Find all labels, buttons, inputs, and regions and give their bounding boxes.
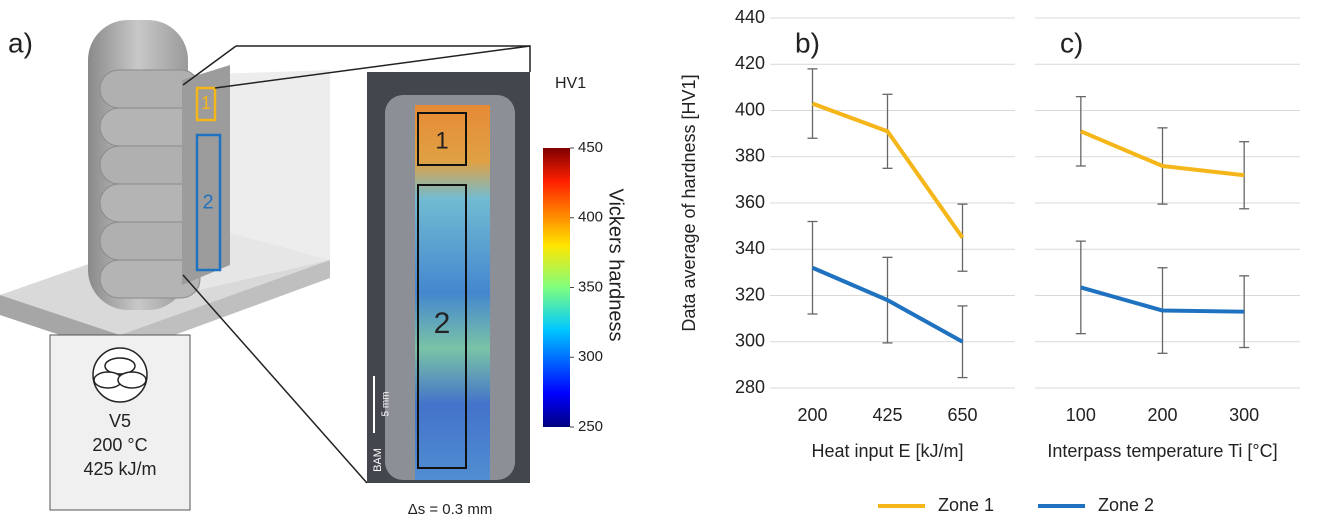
panel-label: c) (1060, 27, 1083, 58)
info-text: 200 °C (92, 435, 147, 455)
colorbar-tick-label: 250 (578, 418, 603, 435)
y-tick-label: 440 (735, 7, 765, 27)
x-tick-label: 200 (1147, 405, 1177, 425)
zoom-line (214, 45, 531, 89)
zoom-line (182, 274, 368, 484)
series-line (811, 265, 964, 344)
x-tick-label: 200 (797, 405, 827, 425)
series-line (1080, 129, 1245, 178)
zone-label: 2 (434, 307, 451, 340)
base-side (120, 260, 330, 355)
colorbar-tick-label: 300 (578, 348, 603, 365)
legend-label: Zone 2 (1098, 495, 1154, 515)
zone-box (195, 133, 222, 272)
x-axis-title: Heat input E [kJ/m] (811, 441, 963, 461)
series-line (811, 101, 965, 239)
zone-label: 2 (202, 191, 213, 213)
zone-box (195, 86, 217, 122)
y-tick-label: 400 (735, 99, 765, 119)
wall (88, 20, 230, 310)
y-tick-label: 420 (735, 53, 765, 73)
zone-box (417, 112, 467, 166)
logo: BAM (372, 448, 384, 472)
colorbar-title: HV1 (555, 75, 586, 92)
zone-box (417, 184, 467, 469)
colorbar-tick-label: 350 (578, 278, 603, 295)
y-tick-label: 300 (735, 331, 765, 351)
zone-label: 1 (201, 93, 211, 113)
y-tick-label: 320 (735, 284, 765, 304)
panel-label: a) (8, 27, 33, 58)
zoom-line (182, 45, 237, 86)
x-tick-label: 100 (1066, 405, 1096, 425)
y-tick-label: 340 (735, 238, 765, 258)
illustration: 1 2 V5 200 °C 425 kJ/m a) 1 2 5 mm BAM Δ… (0, 20, 627, 518)
colorbar-tick-label: 400 (578, 209, 603, 226)
hardness-map (415, 105, 490, 480)
info-text: 425 kJ/m (83, 459, 156, 479)
scale-label: 5 mm (381, 392, 392, 417)
x-tick-label: 650 (947, 405, 977, 425)
y-tick-label: 280 (735, 377, 765, 397)
x-axis-title: Interpass temperature Ti [°C] (1047, 441, 1277, 461)
zone-label: 1 (435, 127, 448, 154)
panel-label: b) (795, 27, 820, 58)
x-tick-label: 425 (872, 405, 902, 425)
y-axis-title: Data average of hardness [HV1] (679, 74, 699, 331)
colorbar (543, 148, 570, 427)
colorbar-label: Vickers hardness (605, 188, 627, 341)
zoom-frame (236, 45, 531, 72)
step-label: Δs = 0.3 mm (408, 501, 493, 518)
bead-icon (92, 347, 148, 403)
y-tick-label: 380 (735, 146, 765, 166)
info-text: V5 (109, 411, 131, 431)
colorbar-tick-label: 450 (578, 139, 603, 156)
legend-label: Zone 1 (938, 495, 994, 515)
y-tick-label: 360 (735, 192, 765, 212)
series-line (1080, 285, 1245, 314)
x-tick-label: 300 (1229, 405, 1259, 425)
